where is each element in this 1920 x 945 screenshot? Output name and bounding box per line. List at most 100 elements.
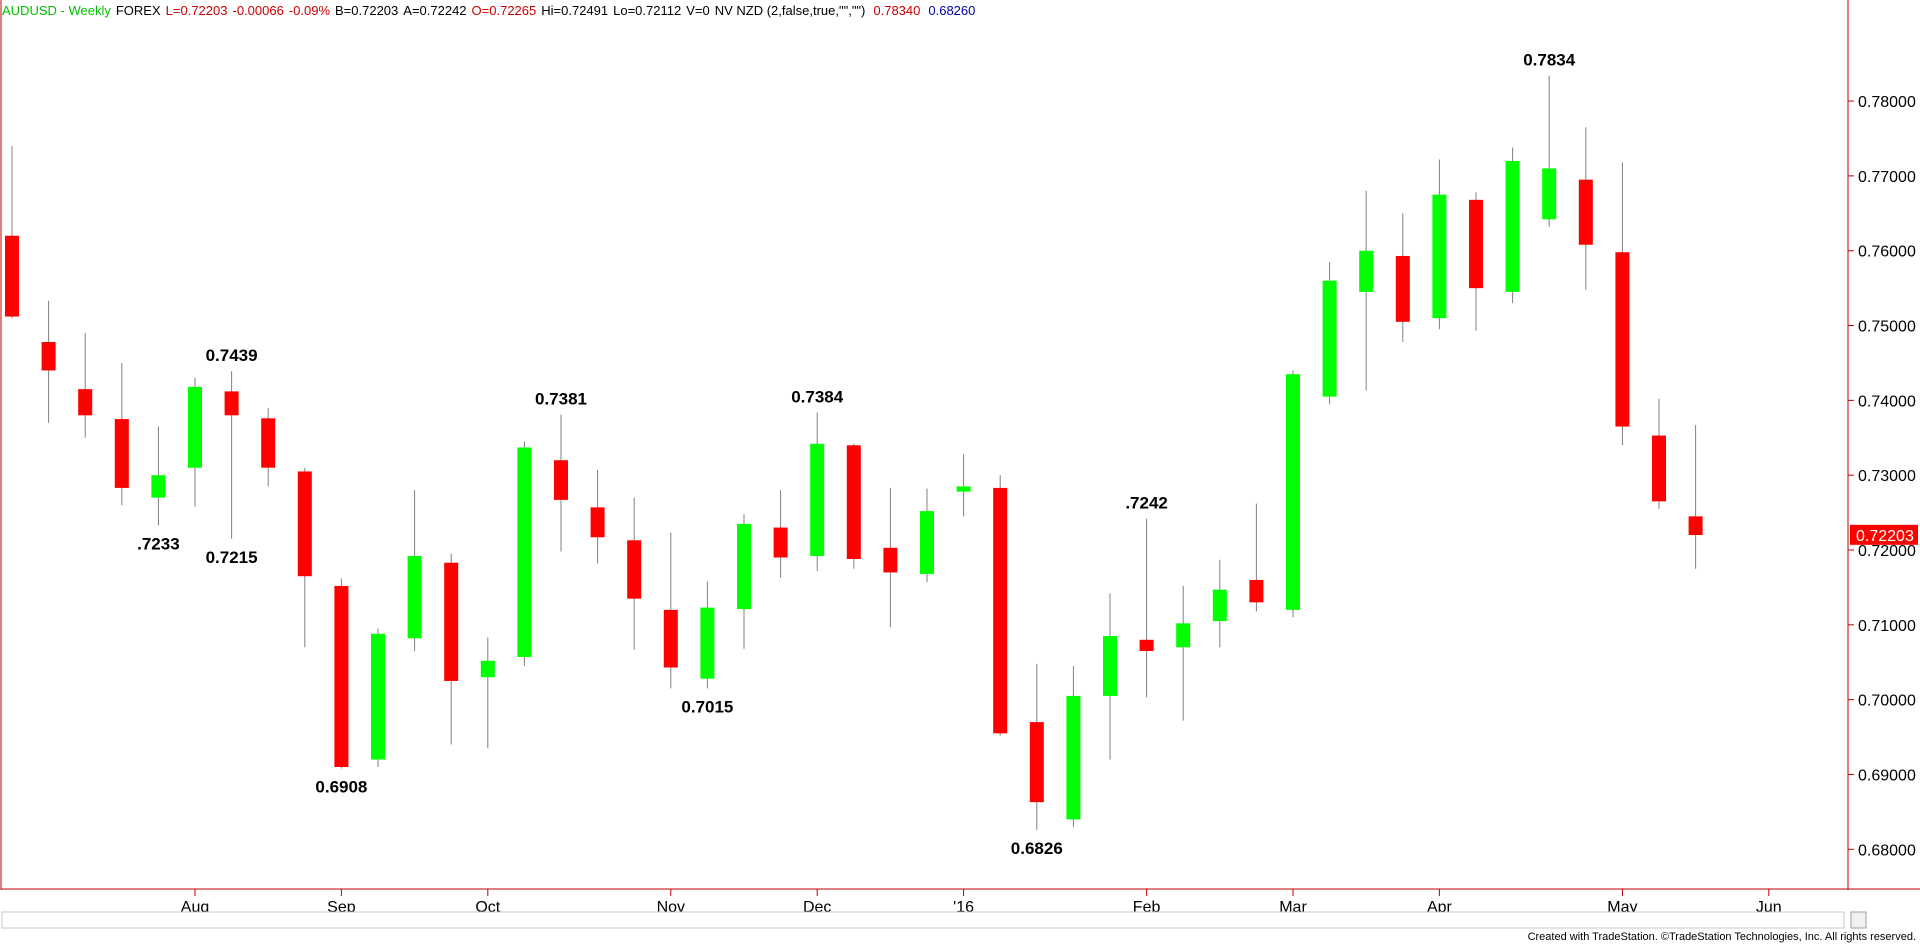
annotations-layer: 0.7439 .7233 0.7215 0.6908 0.7381 0.7015 0.738… — [137, 51, 1576, 858]
candle[interactable] — [78, 333, 93, 438]
candle-body-up — [1212, 589, 1227, 622]
candle[interactable] — [1469, 192, 1483, 331]
candle[interactable] — [627, 497, 642, 650]
candle[interactable] — [41, 300, 56, 423]
price-tick-label: 0.69000 — [1858, 767, 1916, 784]
candle[interactable] — [1212, 559, 1227, 648]
candle[interactable] — [700, 581, 715, 689]
candle-body-down — [993, 487, 1008, 734]
candle[interactable] — [1652, 398, 1666, 509]
candle[interactable] — [297, 467, 312, 648]
last-price-marker: 0.72203 — [1850, 524, 1918, 545]
header-open: O=0.72265 — [472, 3, 537, 18]
header-volume: V=0 — [686, 3, 710, 18]
candle-body-down — [1139, 639, 1154, 652]
candle[interactable] — [1432, 159, 1447, 330]
candle-body-up — [407, 555, 422, 639]
candle-body-down — [78, 389, 93, 416]
candle-body-down — [1615, 252, 1630, 427]
price-annotation: 0.7381 — [535, 390, 587, 409]
candle[interactable] — [1286, 370, 1300, 618]
price-annotation: 0.7439 — [206, 346, 258, 365]
candle-body-up — [956, 486, 971, 492]
header-net-change: -0.00066 — [232, 3, 283, 18]
header-last: L=0.72203 — [166, 3, 228, 18]
candle[interactable] — [151, 426, 166, 526]
candle[interactable] — [114, 362, 129, 506]
candle[interactable] — [188, 377, 202, 507]
candle-body-up — [810, 443, 825, 556]
candle-body-down — [1029, 722, 1044, 803]
candle-body-up — [1103, 636, 1117, 696]
candle-body-up — [1505, 160, 1520, 292]
candle-body-up — [188, 386, 202, 468]
candle[interactable] — [920, 488, 934, 583]
candle[interactable] — [261, 407, 276, 487]
candle[interactable] — [334, 578, 349, 769]
candle[interactable] — [993, 475, 1008, 736]
candle[interactable] — [1615, 162, 1630, 446]
candle[interactable] — [956, 454, 971, 517]
candle-body-down — [883, 547, 898, 573]
candle[interactable] — [444, 553, 459, 745]
candle[interactable] — [407, 490, 422, 652]
price-tick-label: 0.73000 — [1858, 468, 1916, 485]
credit-text: Created with TradeStation. ©TradeStation… — [1528, 931, 1916, 943]
candle-body-down — [334, 585, 349, 767]
candle[interactable] — [846, 443, 861, 569]
header-indicator-value-1: 0.78340 — [873, 3, 920, 18]
candle[interactable] — [554, 414, 568, 552]
candle[interactable] — [1505, 147, 1520, 304]
candle[interactable] — [773, 490, 788, 578]
price-axis: 0.78000 0.77000 0.76000 0.75000 0.74000 0.730… — [1848, 94, 1916, 859]
candle[interactable] — [5, 145, 19, 319]
candle[interactable] — [1103, 593, 1117, 760]
candle[interactable] — [1688, 425, 1703, 569]
candle-body-down — [627, 540, 642, 599]
candle[interactable] — [1578, 127, 1593, 290]
candle[interactable] — [1359, 190, 1374, 391]
candle-body-down — [41, 342, 56, 371]
header-ask: A=0.72242 — [403, 3, 466, 18]
header-symbol: AUDUSD — [2, 3, 57, 18]
candle[interactable] — [1176, 585, 1191, 721]
candle-body-down — [1469, 199, 1483, 289]
header-low: Lo=0.72112 — [613, 3, 681, 18]
price-annotation: 0.7215 — [206, 548, 258, 567]
candle[interactable] — [1542, 75, 1557, 227]
candle-body-up — [480, 660, 495, 678]
candle-body-up — [1286, 374, 1300, 610]
candle[interactable] — [590, 469, 605, 564]
candle-body-up — [1322, 280, 1337, 397]
scrollbar-track[interactable] — [1, 911, 1845, 929]
candle-body-up — [1542, 168, 1557, 220]
candle-body-down — [1688, 516, 1703, 536]
price-tick-label: 0.77000 — [1858, 169, 1916, 186]
candle[interactable] — [224, 371, 239, 539]
candle[interactable] — [1249, 503, 1264, 612]
candle-body-down — [5, 235, 19, 317]
candle[interactable] — [737, 514, 751, 649]
candle[interactable] — [1066, 665, 1081, 827]
price-tick-label: 0.74000 — [1858, 393, 1916, 410]
candle[interactable] — [517, 441, 532, 666]
candle[interactable] — [1139, 518, 1154, 698]
candle[interactable] — [1395, 213, 1410, 343]
horizontal-scrollbar[interactable] — [1, 911, 1867, 929]
candle[interactable] — [663, 532, 678, 689]
candle-body-up — [1066, 695, 1081, 820]
candle[interactable] — [371, 628, 385, 767]
candle-body-down — [444, 562, 459, 681]
candle-body-up — [1359, 250, 1374, 292]
candle[interactable] — [1322, 261, 1337, 405]
candle[interactable] — [1029, 663, 1044, 830]
candle-body-down — [1395, 255, 1410, 322]
candle[interactable] — [480, 637, 495, 749]
candle-body-up — [371, 633, 385, 760]
candle[interactable] — [810, 412, 825, 571]
price-annotation: 0.7015 — [681, 697, 733, 716]
candle[interactable] — [883, 487, 898, 628]
candle-body-up — [700, 607, 715, 679]
scrollbar-thumb[interactable] — [1850, 911, 1867, 929]
